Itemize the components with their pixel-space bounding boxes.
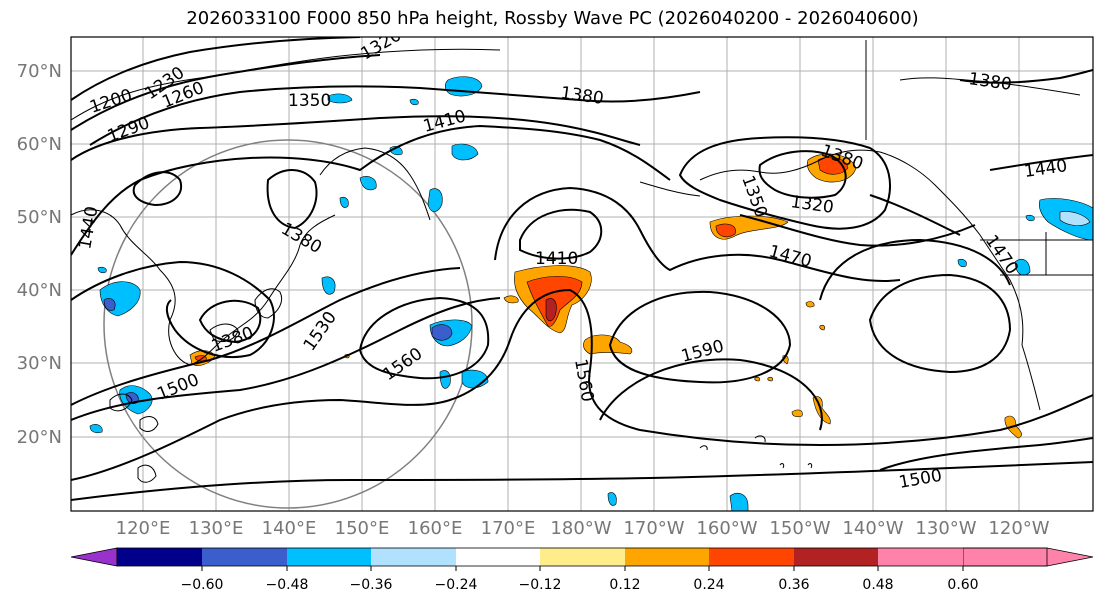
lon-label: 180°W	[550, 518, 611, 539]
colorbar-tick-label: 0.48	[862, 577, 893, 593]
lon-label: 140°W	[842, 518, 903, 539]
colorbar-tick-label: 0.12	[609, 577, 640, 593]
latitude-labels: 70°N 60°N 50°N 40°N 30°N 20°N	[17, 61, 62, 448]
colorbar-tick-label: −0.36	[350, 577, 393, 593]
lon-label: 120°W	[988, 518, 1049, 539]
colorbar-swatch	[878, 548, 963, 566]
longitude-labels: 120°E 130°E 140°E 150°E 160°E 170°E 180°…	[116, 518, 1050, 539]
map-frame	[70, 36, 1094, 512]
colorbar: −0.60 −0.48 −0.36 −0.24 −0.12 0.12 0.24 …	[70, 547, 1094, 593]
lon-label: 130°W	[915, 518, 976, 539]
colorbar-swatch	[794, 548, 878, 566]
colorbar-swatch	[709, 548, 794, 566]
gridlines	[71, 37, 1093, 511]
lon-label: 150°E	[335, 518, 390, 539]
colorbar-swatch	[371, 548, 456, 566]
colorbar-swatch	[456, 548, 540, 566]
colorbar-ticks	[201, 566, 964, 571]
colorbar-tick-label: −0.48	[266, 577, 309, 593]
coastlines	[71, 40, 1093, 483]
colorbar-swatch	[540, 548, 625, 566]
lat-label: 40°N	[17, 280, 62, 301]
colorbar-swatch	[625, 548, 709, 566]
lon-label: 130°E	[189, 518, 244, 539]
lat-label: 60°N	[17, 134, 62, 155]
lon-label: 160°W	[696, 518, 757, 539]
colorbar-tick-label: −0.12	[519, 577, 562, 593]
colorbar-tick-label: 0.36	[778, 577, 809, 593]
colorbar-tick-label: 0.60	[947, 577, 978, 593]
colorbar-tick-label: −0.60	[181, 577, 224, 593]
map-title: 2026033100 F000 850 hPa height, Rossby W…	[186, 8, 919, 29]
colorbar-swatch	[117, 548, 202, 566]
lat-label: 20°N	[17, 427, 62, 448]
colorbar-tick-label: −0.24	[435, 577, 478, 593]
lon-label: 140°E	[262, 518, 317, 539]
height-contours	[71, 37, 1093, 501]
colorbar-extend-left	[70, 547, 118, 567]
lat-label: 30°N	[17, 353, 62, 374]
lon-label: 120°E	[116, 518, 171, 539]
contour-label: 1410	[535, 249, 578, 269]
lon-label: 150°W	[769, 518, 830, 539]
lon-label: 170°E	[481, 518, 536, 539]
colorbar-extend-right	[962, 547, 1094, 567]
lon-label: 170°W	[623, 518, 684, 539]
colorbar-tick-label: 0.24	[693, 577, 724, 593]
contour-label: 1350	[288, 91, 331, 111]
lon-label: 160°E	[408, 518, 463, 539]
reference-circle	[103, 139, 473, 509]
colorbar-swatch	[287, 548, 371, 566]
colorbar-swatch	[202, 548, 287, 566]
lat-label: 70°N	[17, 61, 62, 82]
lat-label: 50°N	[17, 207, 62, 228]
